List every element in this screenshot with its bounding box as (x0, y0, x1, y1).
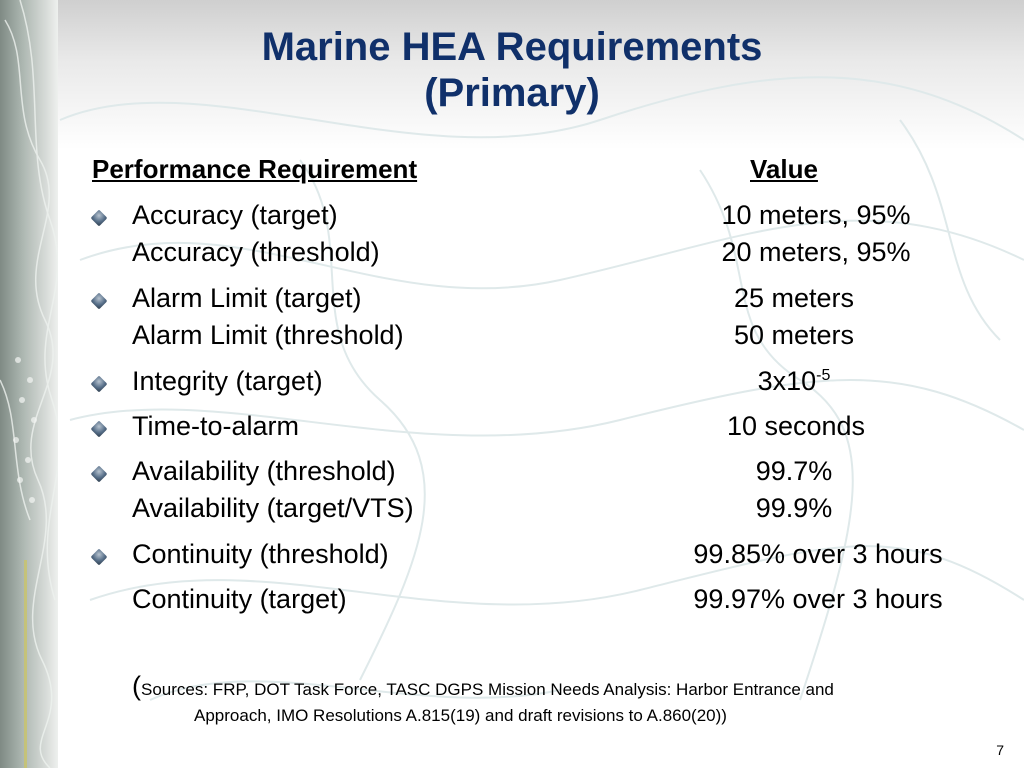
row-label: Continuity (threshold) (132, 539, 389, 569)
row-label: Accuracy (target) (132, 200, 338, 230)
row-label: Accuracy (threshold) (132, 237, 380, 267)
row-value: 99.7% (755, 456, 833, 486)
value-base: 3x10 (757, 366, 817, 396)
header-value: Value (750, 154, 818, 184)
row-value: 20 meters, 95% (721, 237, 911, 267)
row-label: Time-to-alarm (132, 411, 300, 441)
row-label: Alarm Limit (target) (132, 283, 362, 313)
row-value: 25 meters (733, 283, 855, 313)
sources-note: (Sources: FRP, DOT Task Force, TASC DGPS… (132, 671, 834, 726)
row-value: 50 meters (733, 320, 855, 350)
header-performance-requirement: Performance Requirement (92, 154, 418, 184)
value-exponent: -5 (816, 367, 831, 384)
map-sidebar-decoration (0, 0, 58, 768)
page-number: 7 (996, 742, 1004, 758)
title-line-1: Marine HEA Requirements (261, 25, 763, 69)
row-value: 99.9% (755, 493, 833, 523)
row-label: Availability (target/VTS) (132, 493, 414, 523)
row-label: Integrity (target) (132, 366, 323, 396)
sources-open-paren: ( (132, 671, 141, 701)
row-value: 99.85% over 3 hours (693, 539, 943, 569)
slide-title: Marine HEA Requirements (Primary) (0, 24, 1024, 116)
title-line-2: (Primary) (424, 71, 600, 115)
row-value: 99.97% over 3 hours (693, 584, 943, 614)
row-value: 10 meters, 95% (721, 200, 911, 230)
row-label: Continuity (target) (132, 584, 347, 614)
row-value: 3x10-5 (634, 363, 954, 400)
row-label: Alarm Limit (threshold) (132, 320, 404, 350)
sources-line-2: Approach, IMO Resolutions A.815(19) and … (194, 706, 727, 725)
sources-line-1: Sources: FRP, DOT Task Force, TASC DGPS … (141, 680, 834, 699)
row-value: 10 seconds (726, 411, 866, 441)
row-label: Availability (threshold) (132, 456, 396, 486)
